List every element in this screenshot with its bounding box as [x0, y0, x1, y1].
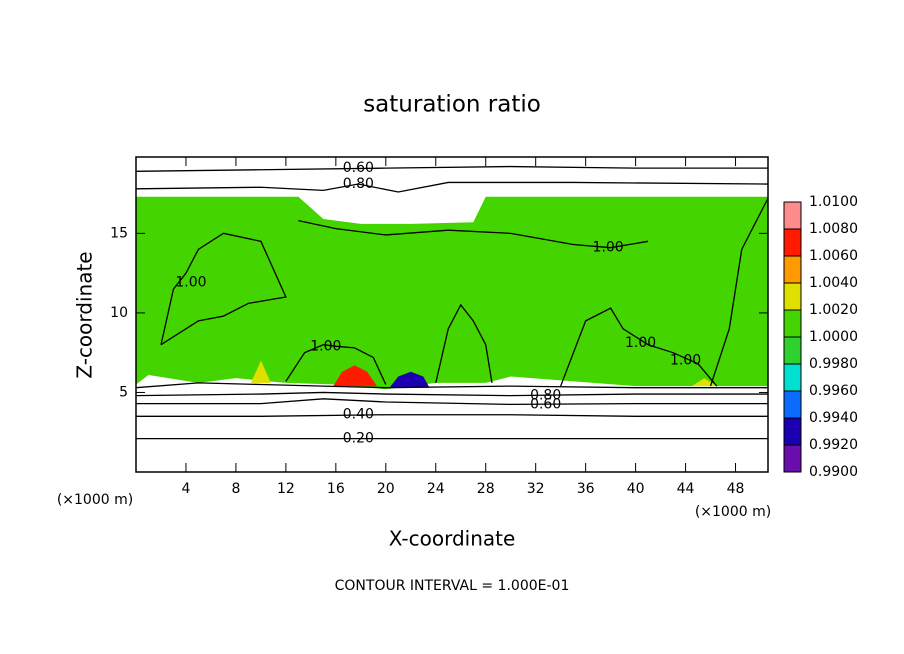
- x-tick-label: 20: [377, 481, 395, 497]
- x-tick-label: 28: [477, 481, 495, 497]
- colorbar-tick-label: 0.9980: [809, 356, 858, 372]
- y-tick-label: 15: [110, 225, 128, 241]
- contour-label: 1.00: [175, 275, 206, 291]
- x-unit-label: (×1000 m): [695, 504, 771, 520]
- contour-line: [709, 198, 769, 387]
- colorbar-swatch: [784, 391, 801, 418]
- colorbar-swatch: [784, 283, 801, 310]
- contour-line: [135, 391, 768, 397]
- contour-line: [298, 220, 649, 249]
- contour-line: [136, 414, 768, 417]
- colorbar-swatch: [784, 229, 801, 256]
- colorbar-tick-label: 1.0060: [809, 248, 858, 264]
- x-axis-label: X-coordinate: [389, 527, 516, 551]
- field-region: [250, 360, 271, 383]
- field-region: [389, 371, 430, 388]
- contour-label: 0.60: [530, 396, 561, 412]
- contour-label: 0.80: [343, 176, 374, 192]
- y-tick-label: 5: [119, 384, 128, 400]
- y-axis-label: Z-coordinate: [73, 251, 97, 378]
- contour-line: [136, 398, 768, 406]
- contour-line: [160, 232, 287, 346]
- colorbar-tick-label: 1.0100: [809, 194, 858, 210]
- colorbar-tick-label: 1.0040: [809, 275, 858, 291]
- colorbar-swatch: [784, 256, 801, 283]
- contour-line: [560, 307, 718, 387]
- x-unit-label: (×1000 m): [57, 492, 133, 508]
- x-tick-label: 48: [727, 481, 745, 497]
- y-tick-label: 10: [110, 305, 128, 321]
- contour-line: [285, 344, 387, 385]
- colorbar-tick-label: 0.9960: [809, 383, 858, 399]
- x-tick-label: 44: [677, 481, 695, 497]
- x-tick-label: 24: [427, 481, 445, 497]
- x-tick-label: 36: [577, 481, 595, 497]
- contour-label: 1.00: [670, 353, 701, 369]
- contour-line: [135, 165, 768, 172]
- colorbar-tick-label: 0.9940: [809, 410, 858, 426]
- x-tick-label: 40: [627, 481, 645, 497]
- field-region: [136, 196, 768, 390]
- colorbar-swatch: [784, 445, 801, 472]
- contour-label: 1.00: [310, 338, 341, 354]
- contour-label: 1.00: [593, 240, 624, 256]
- contour-label: 0.40: [343, 407, 374, 423]
- field-region: [333, 365, 378, 387]
- colorbar-swatch: [784, 337, 801, 364]
- x-tick-label: 32: [527, 481, 545, 497]
- footnote: CONTOUR INTERVAL = 1.000E-01: [335, 578, 570, 594]
- colorbar-tick-label: 0.9920: [809, 437, 858, 453]
- x-tick-label: 8: [231, 481, 240, 497]
- colorbar-swatch: [784, 418, 801, 445]
- x-tick-label: 12: [277, 481, 295, 497]
- contour-line: [135, 181, 769, 193]
- colorbar-tick-label: 0.9900: [809, 464, 858, 480]
- contour-label: 0.80: [530, 388, 561, 404]
- colorbar-tick-label: 1.0080: [809, 221, 858, 237]
- chart-title: saturation ratio: [363, 92, 541, 118]
- contour-line: [435, 303, 493, 384]
- colorbar-tick-label: 1.0020: [809, 302, 858, 318]
- colorbar-swatch: [784, 310, 801, 337]
- colorbar-swatch: [784, 364, 801, 391]
- contour-line: [135, 382, 768, 389]
- colorbar-swatch: [784, 202, 801, 229]
- x-tick-label: 16: [327, 481, 345, 497]
- x-tick-label: 4: [181, 481, 190, 497]
- contour-label: 1.00: [625, 335, 656, 351]
- contour-label: 0.20: [343, 431, 374, 447]
- contour-label: 0.60: [343, 160, 374, 176]
- plot-frame: [135, 156, 769, 473]
- colorbar-tick-label: 1.0000: [809, 329, 858, 345]
